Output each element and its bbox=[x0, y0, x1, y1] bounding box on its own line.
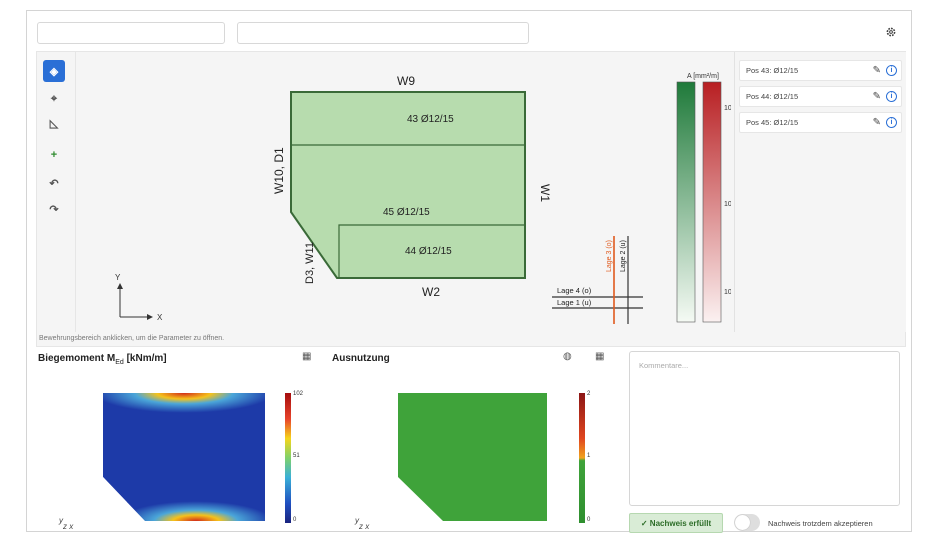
slab-outline[interactable] bbox=[290, 91, 526, 279]
area-color-scale: A [mm²/m] 10000 1000 100 bbox=[676, 73, 731, 323]
region-label-44[interactable]: 44 Ø12/15 bbox=[405, 246, 452, 257]
undo-icon: ↶ bbox=[49, 177, 59, 190]
legend-lage-3: Lage 3 (o) bbox=[606, 240, 613, 272]
usage-heatmap: y z x bbox=[354, 393, 547, 531]
edit-pencil-icon[interactable]: ✎ bbox=[872, 65, 881, 76]
axis-x-label: X bbox=[157, 313, 163, 322]
region-label-43[interactable]: 43 Ø12/15 bbox=[407, 114, 454, 125]
measure-tool[interactable]: ◺ bbox=[43, 112, 65, 134]
drawing-canvas[interactable]: 43 Ø12/15 45 Ø12/15 44 Ø12/15 W9 W2 W10,… bbox=[77, 52, 731, 332]
usage-scale-max: 2 bbox=[587, 391, 591, 397]
position-label: Pos 45: Ø12/15 bbox=[746, 118, 799, 127]
scale-tick-10000: 10000 bbox=[724, 105, 731, 112]
tab-biegebemessung[interactable] bbox=[38, 23, 129, 43]
usage-color-scale bbox=[579, 393, 585, 523]
svg-text:z x: z x bbox=[358, 522, 370, 531]
redo-icon: ↷ bbox=[49, 203, 59, 216]
toggle-knob bbox=[735, 515, 750, 530]
settings-gear-icon[interactable] bbox=[885, 26, 897, 38]
tab-lage-4[interactable] bbox=[456, 23, 529, 43]
moment-grid-icon[interactable]: ▦ bbox=[302, 351, 312, 362]
top-tabbar bbox=[27, 11, 911, 51]
moment-scale-min: 0 bbox=[293, 517, 297, 523]
moment-heatmap: y z x bbox=[58, 393, 265, 531]
edit-pencil-icon[interactable]: ✎ bbox=[872, 91, 881, 102]
tab-lage-1[interactable] bbox=[238, 23, 311, 43]
usage-grid-icon[interactable]: ▦ bbox=[595, 351, 605, 362]
redo-tool[interactable]: ↷ bbox=[43, 198, 65, 220]
node-tool[interactable]: ⌖ bbox=[43, 88, 65, 110]
accept-toggle-label: Nachweis trotzdem akzeptieren bbox=[768, 519, 873, 528]
scale-tick-1000: 1000 bbox=[724, 201, 731, 208]
palette-icon[interactable]: ◍ bbox=[563, 351, 572, 362]
edge-label-diagonal: D3, W11 bbox=[304, 242, 316, 284]
layer-tab-group bbox=[237, 22, 529, 44]
edge-label-right: W1 bbox=[538, 184, 552, 202]
position-row[interactable]: Pos 45: Ø12/15 ✎ i bbox=[739, 112, 902, 133]
undo-tool[interactable]: ↶ bbox=[43, 172, 65, 194]
legend-lage-2: Lage 2 (u) bbox=[620, 240, 627, 272]
position-row[interactable]: Pos 44: Ø12/15 ✎ i bbox=[739, 86, 902, 107]
position-label: Pos 43: Ø12/15 bbox=[746, 66, 799, 75]
plus-icon: + bbox=[50, 149, 58, 161]
tab-lage-2[interactable] bbox=[311, 23, 384, 43]
ruler-icon: ◺ bbox=[49, 117, 59, 130]
add-tool[interactable]: + bbox=[43, 144, 65, 166]
moment-scale-max: 102 bbox=[293, 391, 304, 397]
app-frame: ◈ ⌖ ◺ + ↶ ↷ 43 Ø12/15 45 Ø12/15 44 Ø12/15 W9 … bbox=[26, 10, 912, 533]
select-tool[interactable]: ◈ bbox=[43, 60, 65, 82]
axis-indicator: Y X bbox=[115, 273, 163, 322]
info-icon[interactable]: i bbox=[886, 91, 897, 102]
cursor-icon: ◈ bbox=[49, 65, 59, 78]
axis-y-label: Y bbox=[115, 273, 121, 282]
tab-lage-3[interactable] bbox=[383, 23, 456, 43]
info-icon[interactable]: i bbox=[886, 65, 897, 76]
nodes-icon: ⌖ bbox=[50, 92, 58, 105]
svg-text:y: y bbox=[354, 516, 360, 525]
edge-label-left: W10, D1 bbox=[272, 147, 286, 194]
usage-scale-min: 0 bbox=[587, 517, 591, 523]
mode-tab-group bbox=[37, 22, 225, 44]
info-icon[interactable]: i bbox=[886, 117, 897, 128]
legend-lage-4: Lage 4 (o) bbox=[557, 286, 592, 295]
region-44-outline[interactable] bbox=[338, 224, 525, 278]
edge-label-top: W9 bbox=[397, 74, 415, 88]
scale-tick-100: 100 bbox=[724, 289, 731, 296]
usage-panel-title: Ausnutzung bbox=[332, 353, 390, 364]
status-hint: Bewehrungsbereich anklicken, um die Para… bbox=[39, 335, 225, 342]
layer-legend: Lage 4 (o) Lage 1 (u) Lage 3 (o) Lage 2 … bbox=[552, 236, 643, 324]
scale-title: A [mm²/m] bbox=[687, 73, 719, 80]
position-list: Pos 43: Ø12/15 ✎ i Pos 44: Ø12/15 ✎ i Pos 45: … bbox=[734, 52, 906, 332]
legend-lage-1: Lage 1 (u) bbox=[557, 298, 592, 307]
moment-scale-mid: 51 bbox=[293, 453, 300, 459]
tab-schubbemessung[interactable] bbox=[129, 23, 224, 43]
edit-pencil-icon[interactable]: ✎ bbox=[872, 117, 881, 128]
position-row[interactable]: Pos 43: Ø12/15 ✎ i bbox=[739, 60, 902, 81]
nachweis-status-badge: ✓ Nachweis erfüllt bbox=[629, 513, 723, 533]
comment-textarea[interactable]: Kommentare... bbox=[629, 351, 900, 506]
accept-toggle[interactable] bbox=[734, 514, 760, 531]
region-label-45[interactable]: 45 Ø12/15 bbox=[383, 207, 430, 218]
position-label: Pos 44: Ø12/15 bbox=[746, 92, 799, 101]
usage-scale-mid: 1 bbox=[587, 453, 591, 459]
moment-color-scale bbox=[285, 393, 291, 523]
moment-panel-title: Biegemoment MEd [kNm/m] bbox=[38, 353, 167, 366]
svg-text:y: y bbox=[58, 516, 64, 525]
svg-text:z x: z x bbox=[62, 522, 74, 531]
edge-label-bottom: W2 bbox=[422, 285, 440, 299]
editor-panel: ◈ ⌖ ◺ + ↶ ↷ 43 Ø12/15 45 Ø12/15 44 Ø12/15 W9 … bbox=[36, 51, 906, 347]
tool-sidebar: ◈ ⌖ ◺ + ↶ ↷ bbox=[37, 52, 76, 332]
